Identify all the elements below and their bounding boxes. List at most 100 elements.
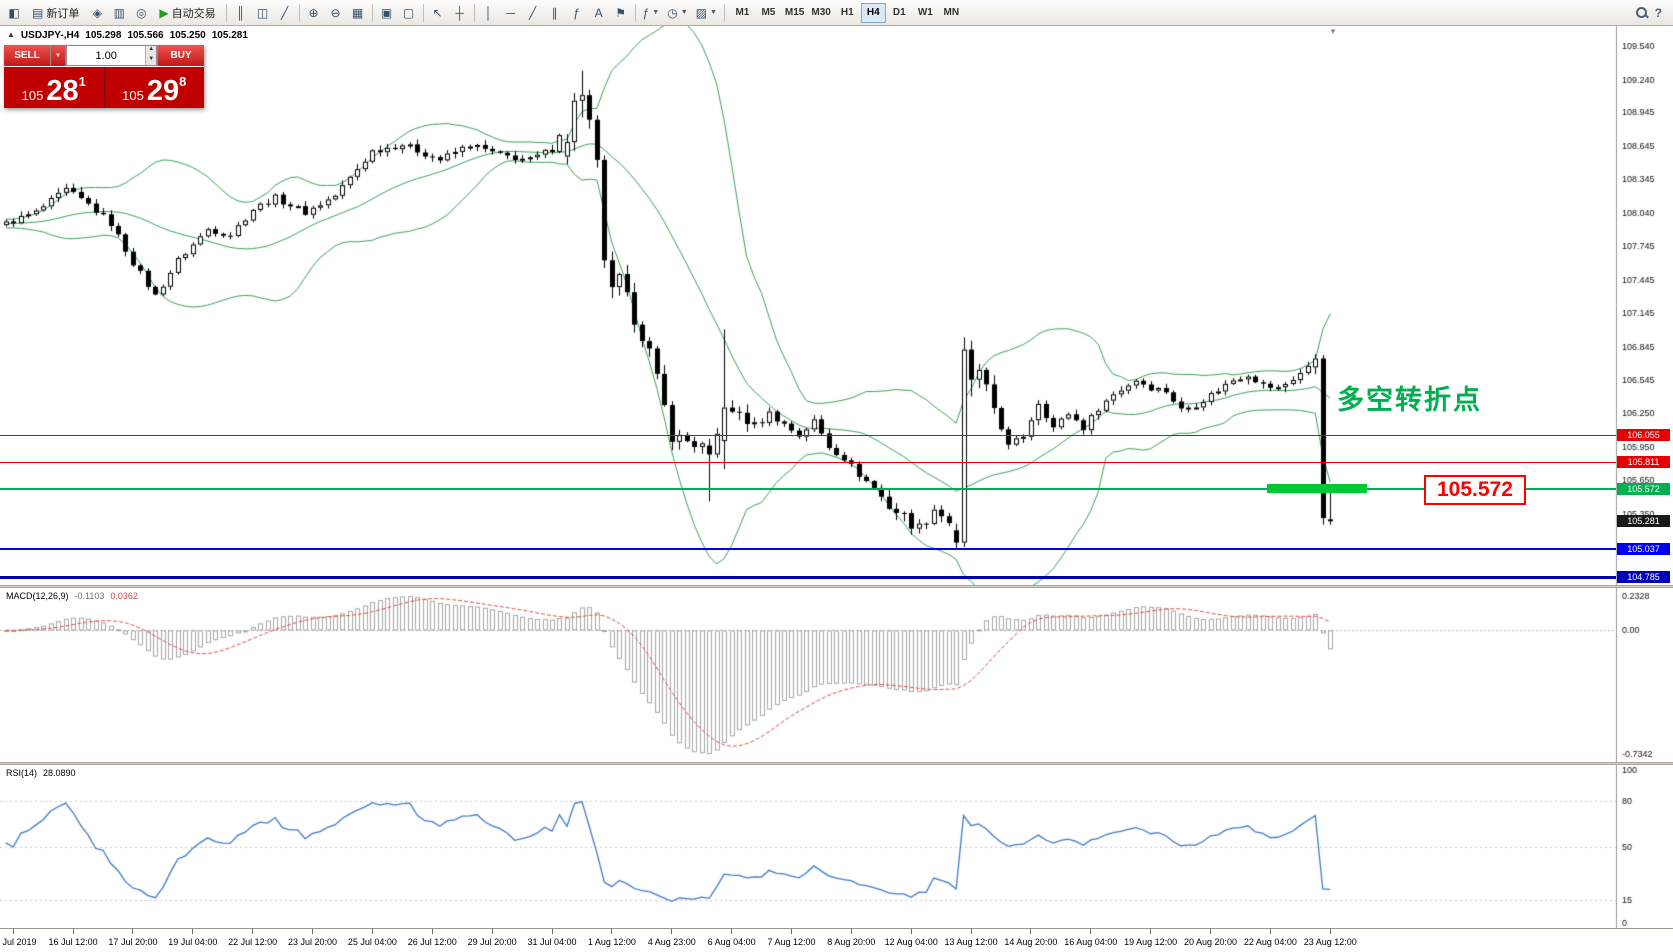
buy-price-display[interactable]: 105 29 8 [104,67,204,108]
crosshair-icon[interactable]: ┼ [449,2,471,24]
macd-canvas[interactable] [0,588,1673,762]
ohlc-close: 105.281 [211,30,248,41]
timeframe-w1-button[interactable]: W1 [917,7,933,18]
new-order-button-label: 新订单 [46,7,80,20]
timeframe-m15-button[interactable]: M15 [784,7,805,18]
time-axis-tick [312,929,314,934]
cascade-windows-icon[interactable]: ▢ [398,2,420,24]
price-chart-canvas[interactable] [0,26,1673,585]
arrows-icon[interactable]: ⚑ [610,2,632,24]
zoom-in-icon: ⊕ [308,5,319,20]
ohlc-open: 105.298 [85,30,122,41]
timeframe-d1-button[interactable]: D1 [892,7,906,18]
time-axis-tick [431,929,433,934]
pivot-green-line[interactable] [0,487,1616,490]
buy-button[interactable]: BUY [158,45,204,66]
trendline-icon[interactable]: ╱ [522,2,544,24]
time-axis-label: 23 Jul 20:00 [288,937,338,947]
volume-down-button[interactable]: ▼ [145,55,156,65]
time-axis-label: 25 Jul 04:00 [347,937,397,947]
timeframe-h1-button[interactable]: H1 [840,7,854,18]
highlight-rectangle[interactable] [1267,484,1367,493]
new-order-button[interactable]: ▤ 新订单 [25,2,86,24]
time-axis-tick [671,929,673,934]
app-icon[interactable]: ◧ [3,2,25,24]
timeframe-m1-button[interactable]: M1 [735,7,750,18]
resistance-line-upper[interactable] [0,434,1616,436]
time-axis-tick [72,929,74,934]
current-price-tag: 105.281 [1617,515,1670,528]
timeframe-m30-button[interactable]: M30 [811,7,831,18]
timeframe-h4-button[interactable]: H4 [860,2,886,23]
toolbar-separator [422,3,424,22]
bar-chart-mode-icon[interactable]: ║ [230,2,252,24]
time-axis[interactable]: 15 Jul 2019 16 Jul 12:00 17 Jul 20:00 19 Ju… [0,928,1673,952]
ohlc-low: 105.250 [169,30,206,41]
panel-splitter[interactable] [0,585,1673,588]
toolbar-separator [634,3,636,22]
line-chart-mode-icon[interactable]: ╱ [274,2,296,24]
navigator-icon[interactable]: ◎ [130,2,152,24]
auto-trading-button-label: 自动交易 [171,7,216,20]
volume-input[interactable] [67,46,146,65]
fibonacci-icon: ƒ [573,5,580,20]
chart-shift-marker[interactable]: ▼ [1329,27,1337,36]
resistance-line-lower[interactable] [0,462,1616,464]
zoom-in-icon[interactable]: ⊕ [303,2,325,24]
chevron-down-icon: ▼ [652,9,660,16]
price-callout-box[interactable]: 105.572 [1424,475,1526,505]
tile-windows-icon[interactable]: ▣ [376,2,398,24]
cursor-icon: ↖ [432,5,443,20]
zoom-out-icon[interactable]: ⊖ [325,2,347,24]
sell-price-pip: 1 [78,74,86,89]
indicators-button[interactable]: ƒ ▼ [639,2,664,24]
timeframe-mn-button[interactable]: MN [943,7,960,18]
bar-chart-mode-icon: ║ [236,5,245,20]
vertical-line-icon[interactable]: │ [478,2,500,24]
support-line-upper[interactable] [0,547,1616,550]
time-axis-label: 26 Jul 12:00 [407,937,457,947]
fibonacci-icon[interactable]: ƒ [566,2,588,24]
horizontal-line-icon: ─ [506,5,515,20]
rsi-canvas[interactable] [0,765,1673,928]
text-label-icon[interactable]: A [588,2,610,24]
time-axis-label: 19 Aug 12:00 [1124,937,1178,947]
time-axis-tick [551,929,553,934]
time-axis-tick [1150,929,1152,934]
resistance-line-upper-price-tag: 106.055 [1617,428,1670,441]
horizontal-line-icon[interactable]: ─ [500,2,522,24]
macd-signal-value: 0.0362 [110,591,138,601]
pivot-green-line-price-tag: 105.572 [1617,482,1670,495]
cursor-icon[interactable]: ↖ [427,2,449,24]
templates-button[interactable]: ▨ ▼ [692,2,721,24]
app-icon: ◧ [8,5,20,20]
timeframe-m5-button[interactable]: M5 [761,7,776,18]
volume-steppers: ▲ ▼ [145,46,156,65]
data-window-icon[interactable]: ▥ [108,2,130,24]
time-axis-label: 31 Jul 04:00 [527,937,577,947]
time-axis-label: 20 Aug 20:00 [1183,937,1238,947]
auto-trading-button[interactable]: ▶ 自动交易 [152,2,222,24]
sell-price-main: 28 [46,75,79,108]
candlestick-mode-icon[interactable]: ◫ [252,2,274,24]
order-type-dropdown[interactable]: ▼ [51,45,65,66]
chart-annotation-text[interactable]: 多空转折点 [1337,385,1482,415]
sell-button[interactable]: SELL [4,45,50,66]
volume-up-button[interactable]: ▲ [145,46,156,56]
main-chart-panel: ▲ USDJPY-,H4 105.298 105.566 105.250 105… [0,26,1673,585]
arrows-icon: ⚑ [615,5,626,20]
help-icon[interactable]: ? [1654,5,1662,20]
support-line-upper-price-tag: 105.037 [1617,542,1670,555]
sell-price-prefix: 105 [21,88,44,104]
line-chart-mode-icon: ╱ [280,5,289,20]
rsi-value: 28.0890 [43,768,76,778]
panel-splitter[interactable] [0,762,1673,765]
equidistant-channel-icon[interactable]: ∥ [544,2,566,24]
support-line-lower[interactable] [0,575,1616,579]
periods-button[interactable]: ◷ ▼ [663,2,691,24]
search-icon[interactable] [1634,5,1649,20]
grid-icon[interactable]: ▦ [347,2,369,24]
chevron-down-icon: ▼ [680,9,688,16]
market-watch-icon[interactable]: ◈ [86,2,108,24]
sell-price-display[interactable]: 105 28 1 [4,67,104,108]
